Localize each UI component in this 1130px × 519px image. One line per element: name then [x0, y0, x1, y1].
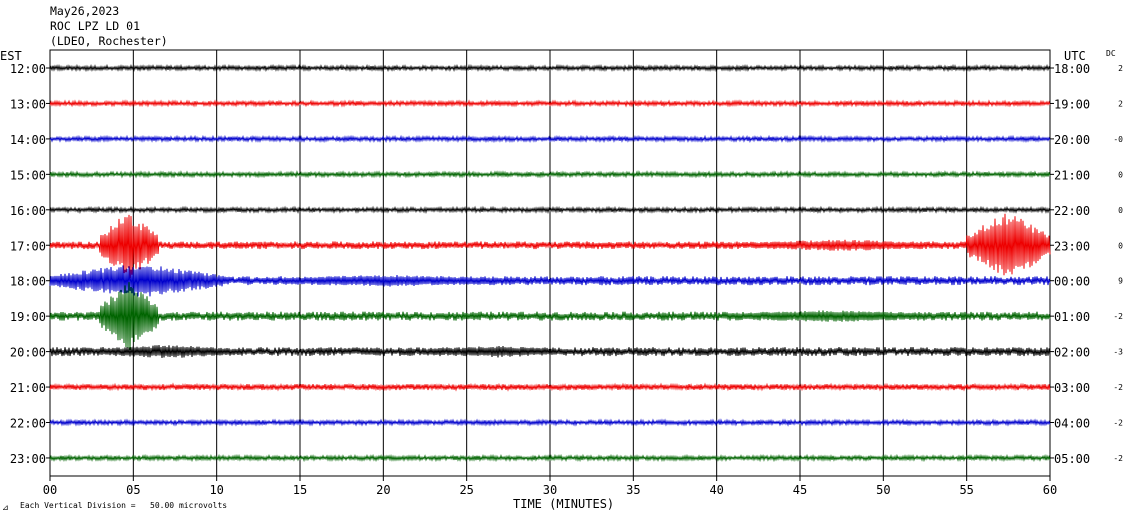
utc-time-label: 22:00 — [1054, 204, 1090, 218]
seismic-trace — [49, 282, 1051, 351]
x-tick-label: 25 — [459, 483, 473, 497]
utc-time-label: 20:00 — [1054, 133, 1090, 147]
est-time-label: 20:00 — [10, 346, 46, 360]
seismic-trace — [49, 63, 1051, 73]
utc-time-label: 05:00 — [1054, 452, 1090, 466]
seismic-trace — [49, 382, 1051, 392]
grid — [49, 49, 1051, 477]
utc-time-label: 01:00 — [1054, 310, 1090, 324]
utc-time-label: 00:00 — [1054, 275, 1090, 289]
seismic-trace — [49, 205, 1051, 214]
est-time-label: 15:00 — [10, 168, 46, 182]
seismic-trace — [49, 134, 1051, 144]
dc-value: -2 — [1113, 454, 1123, 463]
x-axis-title: TIME (MINUTES) — [513, 497, 614, 511]
x-tick-label: 20 — [376, 483, 390, 497]
dc-value: -2 — [1113, 419, 1123, 428]
x-tick-label: 50 — [876, 483, 890, 497]
utc-time-label: 19:00 — [1054, 97, 1090, 111]
utc-time-label: 03:00 — [1054, 381, 1090, 395]
dc-value: 2 — [1118, 99, 1123, 108]
seismic-trace — [49, 170, 1051, 179]
est-label: EST — [0, 49, 22, 63]
footnote: Each Vertical Division = 50.00 microvolt… — [20, 501, 227, 510]
est-time-label: 19:00 — [10, 310, 46, 324]
dc-value: -2 — [1113, 383, 1123, 392]
est-time-label: 17:00 — [10, 239, 46, 253]
dc-label: DC — [1106, 49, 1116, 58]
utc-time-label: 02:00 — [1054, 346, 1090, 360]
x-tick-label: 10 — [209, 483, 223, 497]
row-labels: 12:00 18:00 2 13:00 19:00 2 14:00 20:00 -0 15:00 2… — [10, 62, 1123, 466]
utc-time-label: 23:00 — [1054, 239, 1090, 253]
x-tick-label: 60 — [1043, 483, 1057, 497]
est-time-label: 22:00 — [10, 417, 46, 431]
est-time-label: 14:00 — [10, 133, 46, 147]
dc-value: 0 — [1118, 241, 1123, 250]
est-time-label: 18:00 — [10, 275, 46, 289]
est-time-label: 21:00 — [10, 381, 46, 395]
seismic-trace — [49, 418, 1051, 427]
dc-value: -3 — [1113, 348, 1123, 357]
seismic-trace — [49, 99, 1051, 108]
x-tick-label: 05 — [126, 483, 140, 497]
dc-value: 9 — [1118, 277, 1123, 286]
dc-value: -2 — [1113, 312, 1123, 321]
dc-value: -0 — [1113, 135, 1123, 144]
x-tick-label: 15 — [293, 483, 307, 497]
seismic-trace — [49, 345, 1051, 358]
x-tick-label: 00 — [43, 483, 57, 497]
est-time-label: 13:00 — [10, 97, 46, 111]
seismic-trace — [49, 453, 1051, 463]
x-tick-label: 30 — [543, 483, 557, 497]
est-time-label: 16:00 — [10, 204, 46, 218]
utc-label: UTC — [1064, 49, 1086, 63]
dc-value: 2 — [1118, 64, 1123, 73]
dc-value: 0 — [1118, 170, 1123, 179]
est-time-label: 23:00 — [10, 452, 46, 466]
est-time-label: 12:00 — [10, 62, 46, 76]
x-tick-label: 45 — [793, 483, 807, 497]
footnote-icon: ⊿ — [2, 503, 9, 512]
seismic-trace — [49, 265, 1051, 297]
x-tick-label: 55 — [959, 483, 973, 497]
traces — [49, 63, 1051, 463]
utc-time-label: 21:00 — [1054, 168, 1090, 182]
header-station: ROC LPZ LD 01 — [50, 19, 141, 33]
x-tick-label: 35 — [626, 483, 640, 497]
utc-time-label: 04:00 — [1054, 417, 1090, 431]
plot-header: May26,2023 ROC LPZ LD 01 (LDEO, Rochester) — [50, 4, 168, 49]
dc-value: 0 — [1118, 206, 1123, 215]
x-tick-label: 40 — [709, 483, 723, 497]
seismic-trace — [49, 213, 1051, 279]
header-date: May26,2023 — [50, 4, 120, 18]
x-axis: 00 05 10 15 20 25 30 35 40 45 50 55 60 — [43, 476, 1057, 497]
utc-time-label: 18:00 — [1054, 62, 1090, 76]
header-network: (LDEO, Rochester) — [50, 34, 168, 48]
